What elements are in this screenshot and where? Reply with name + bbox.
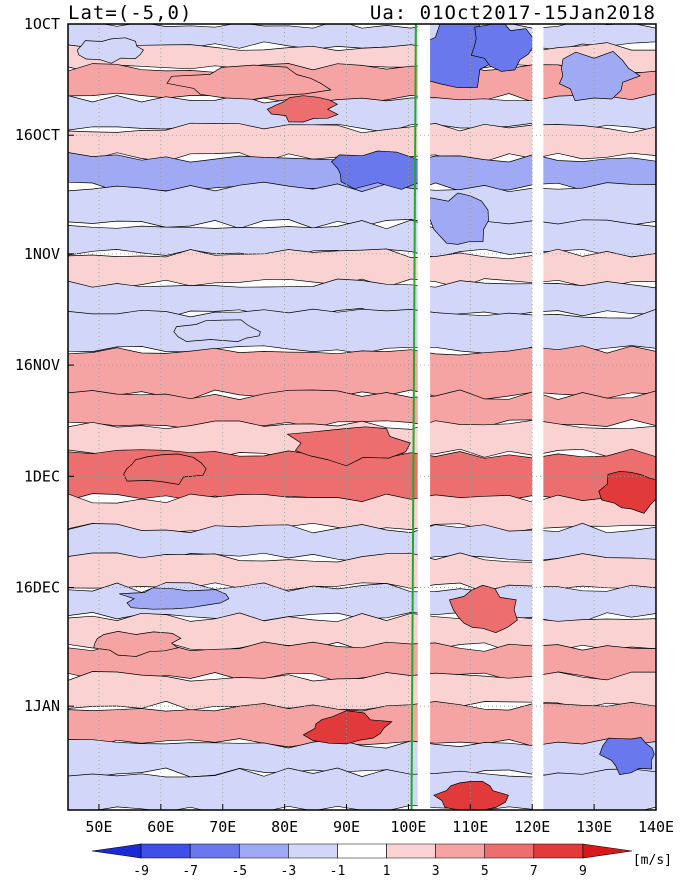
anomaly-cell [558,50,641,102]
y-tick-label: 1OCT [24,15,60,33]
x-tick-label: 90E [333,818,360,836]
colorbar-segment [533,843,584,859]
colorbar-label: -7 [182,864,198,879]
colorbar-segment [484,843,535,859]
y-tick-label: 16NOV [15,356,60,374]
y-tick-label: 16OCT [15,126,60,144]
colorbar-segment [582,843,633,859]
x-tick-label: 60E [147,818,174,836]
anomaly-cell [470,24,534,72]
anomaly-cell [93,631,182,657]
y-tick-label: 1JAN [24,697,60,715]
anomaly-cell [598,470,656,514]
anomaly-band [68,345,656,400]
anomaly-band [68,248,656,289]
x-tick-label: 50E [85,818,112,836]
anomaly-cell [123,453,207,485]
x-tick-label: 110E [452,818,488,836]
colorbar-label: 5 [481,864,489,879]
colorbar-segment [140,843,191,859]
colorbar-label: -1 [330,864,346,879]
anomaly-cell [286,426,411,467]
y-tick-label: 1DEC [24,467,60,485]
missing-data-column [532,24,544,810]
anomaly-cell [599,737,655,775]
x-tick-label: 100E [390,818,426,836]
missing-data-column [417,24,431,810]
colorbar-label: -5 [231,864,247,879]
chart-title-right: Ua: 01Oct2017-15Jan2018 [369,2,656,24]
colorbar-label: 7 [530,864,538,879]
anomaly-cell [448,584,518,633]
anomaly-cell [422,192,489,245]
colorbar-unit: [m/s] [633,853,672,868]
colorbar-segment [288,843,338,859]
x-tick-label: 130E [576,818,612,836]
colorbar-label: -3 [281,864,297,879]
anomaly-cell [433,780,509,810]
y-tick-label: 16DEC [15,579,60,597]
anomaly-band [68,308,656,355]
colorbar-segment [435,843,486,859]
anomaly-cell [330,150,425,190]
colorbar-label: 3 [432,864,440,879]
plot-area [68,24,656,810]
anomaly-band [68,767,656,810]
anomaly-cell [77,37,144,64]
x-tick-label: 70E [209,818,236,836]
anomaly-cell [302,710,393,745]
anomaly-band [68,738,656,779]
x-tick-label: 80E [271,818,298,836]
colorbar-segment [386,843,436,859]
reference-line [410,24,417,810]
colorbar-label: -9 [133,864,149,879]
colorbar-label: 9 [579,864,587,879]
colorbar-segment [91,843,142,859]
x-tick-label: 120E [514,818,550,836]
anomaly-cell [119,587,230,610]
anomaly-cell [166,64,332,100]
anomaly-band [68,522,656,563]
colorbar-label: 1 [383,864,391,879]
colorbar-segment [189,843,240,859]
x-tick-label: 140E [638,818,674,836]
anomaly-band [68,181,656,229]
chart-title-left: Lat=(-5,0) [68,2,193,24]
colorbar-segment [337,843,387,859]
y-tick-label: 1NOV [24,245,60,263]
anomaly-band [68,122,656,163]
plot-frame [67,23,657,811]
colorbar-segment [238,843,289,859]
anomaly-cell [173,319,261,342]
anomaly-cell [266,95,339,123]
